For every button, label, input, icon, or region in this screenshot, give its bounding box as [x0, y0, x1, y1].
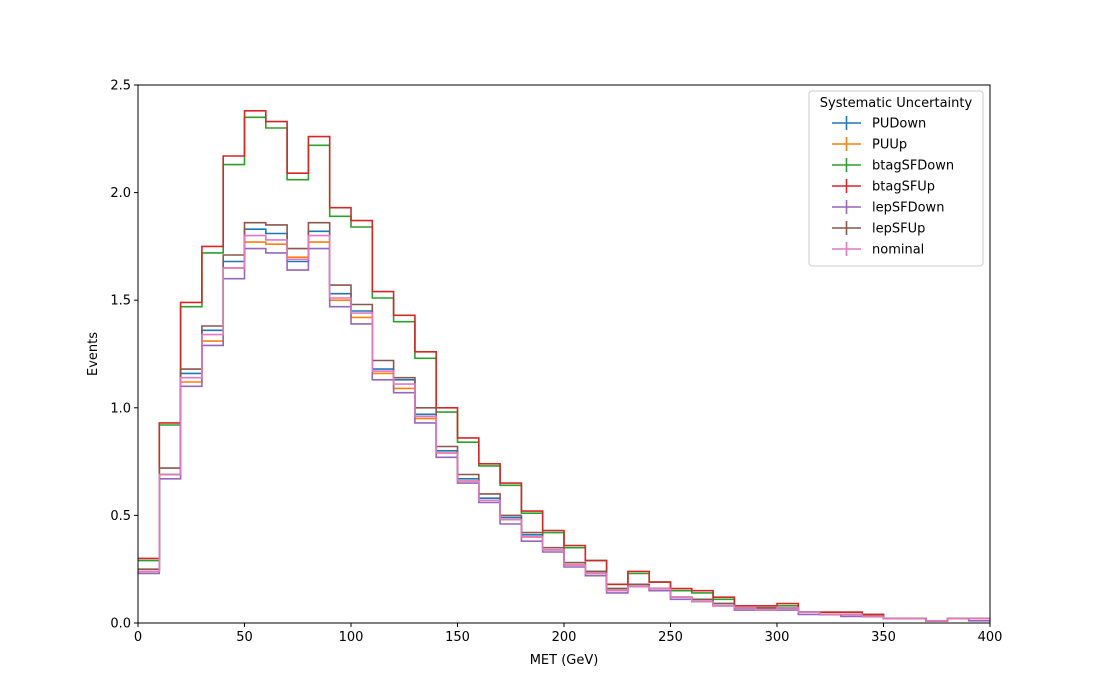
legend-label-PUDown: PUDown: [872, 117, 926, 132]
x-tick-label: 300: [765, 630, 790, 645]
legend-title: Systematic Uncertainty: [820, 96, 973, 111]
x-axis: 0 50 100 150 200 250 300 350 400: [134, 623, 1003, 645]
x-tick-label: 100: [339, 630, 364, 645]
x-tick-label: 150: [445, 630, 470, 645]
y-tick-label: 2.0: [110, 186, 131, 201]
y-tick-label: 2.5: [110, 79, 131, 94]
legend-box: [808, 90, 984, 267]
legend-label-nominal: nominal: [872, 243, 924, 258]
x-tick-label: 50: [236, 630, 253, 645]
x-axis-label: MET (GeV): [530, 653, 599, 668]
y-tick-label: 0.0: [110, 617, 131, 632]
legend-label-lepSFDown: lepSFDown: [872, 201, 944, 216]
x-tick-label: 0: [134, 630, 142, 645]
x-tick-label: 200: [552, 630, 577, 645]
x-tick-label: 350: [871, 630, 896, 645]
y-axis-label: Events: [86, 332, 101, 376]
x-tick-label: 250: [658, 630, 683, 645]
legend-label-PUUp: PUUp: [872, 138, 907, 153]
legend-label-lepSFUp: lepSFUp: [872, 222, 925, 237]
legend-label-btagSFDown: btagSFDown: [872, 159, 954, 174]
y-tick-label: 1.0: [110, 401, 131, 416]
y-axis: 0.0 0.5 1.0 1.5 2.0 2.5: [110, 79, 138, 632]
series-layer: [138, 110, 990, 622]
y-tick-label: 1.5: [110, 294, 131, 309]
legend-label-btagSFUp: btagSFUp: [872, 180, 935, 195]
legend: Systematic Uncertainty PUDown PUUp btagSFD…: [808, 90, 984, 267]
x-tick-label: 400: [978, 630, 1003, 645]
legend-items: PUDown PUUp btagSFDown btagSFUp lepSFDown lep…: [832, 116, 954, 258]
series-line-nominal: [138, 234, 990, 622]
y-tick-label: 0.5: [110, 509, 131, 524]
